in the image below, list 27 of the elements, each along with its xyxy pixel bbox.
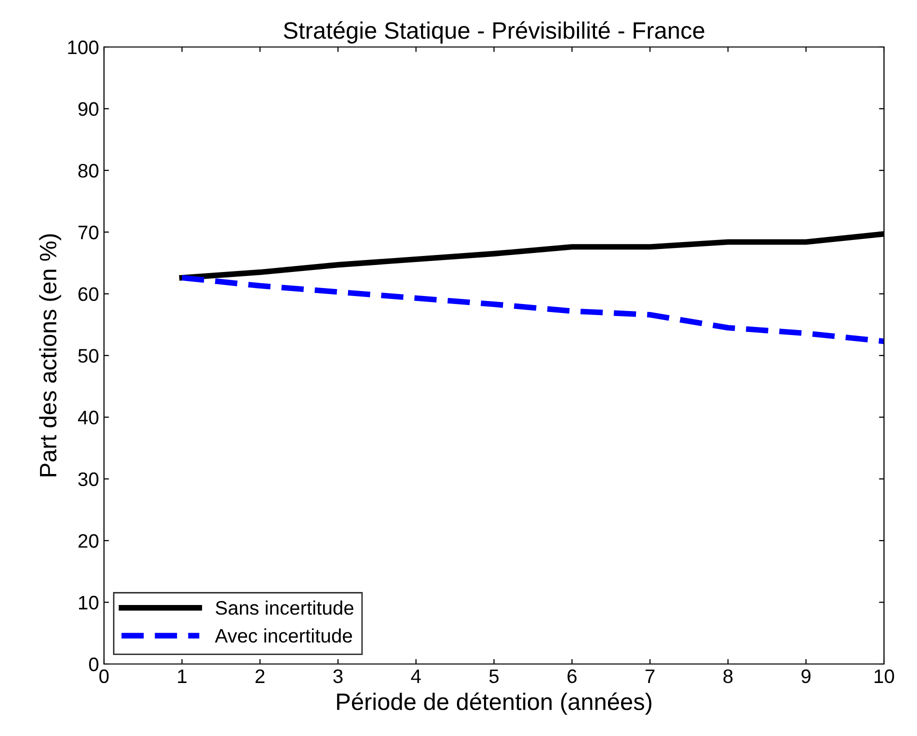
- legend-label: Sans incertitude: [216, 600, 354, 615]
- legend-label: Avec incertitude: [214, 628, 352, 643]
- x-tick-label: 6: [568, 669, 577, 684]
- x-tick-label: 1: [178, 670, 186, 683]
- y-tick-label: 100: [68, 40, 98, 54]
- y-tick-label: 40: [78, 410, 98, 424]
- y-tick-label: 70: [78, 226, 98, 240]
- y-axis-title: Part des actions (en %): [39, 234, 62, 476]
- y-tick-label: 30: [78, 472, 98, 486]
- x-tick-label: 2: [256, 669, 264, 683]
- x-tick-label: 4: [411, 670, 421, 683]
- y-tick-label: 60: [78, 287, 98, 302]
- x-tick-label: 5: [489, 670, 499, 684]
- x-tick-label: 8: [723, 669, 733, 684]
- y-tick-label: 20: [78, 534, 98, 548]
- y-tick-label: 50: [78, 348, 98, 363]
- y-tick-label: 90: [78, 102, 98, 116]
- y-tick-label: 0: [89, 657, 98, 672]
- chart-title: Stratégie Statique - Prévisibilité - France: [284, 21, 704, 44]
- y-tick-label: 10: [78, 596, 98, 610]
- x-tick-label: 3: [333, 669, 343, 684]
- y-tick-label: 80: [78, 164, 98, 178]
- x-tick-label: 7: [646, 670, 654, 683]
- x-axis-title: Période de détention (années): [337, 692, 652, 715]
- x-tick-label: 0: [99, 669, 109, 684]
- x-tick-label: 9: [802, 669, 810, 684]
- x-tick-label: 10: [874, 669, 894, 684]
